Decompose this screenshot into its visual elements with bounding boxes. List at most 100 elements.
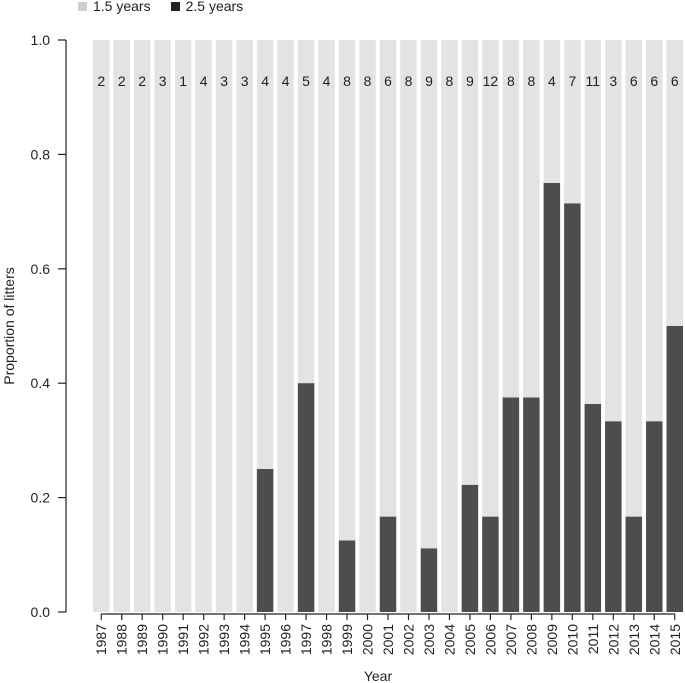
bar-2-5-years <box>461 484 479 612</box>
x-tick-label: 1996 <box>278 624 294 655</box>
y-tick-label: 0.0 <box>31 604 51 620</box>
bar-1-5-years <box>215 40 233 612</box>
y-tick-label: 0.8 <box>31 146 51 162</box>
count-label: 8 <box>527 73 535 89</box>
count-label: 4 <box>323 73 331 89</box>
x-axis-label: Year <box>364 668 393 683</box>
bar-1-5-years <box>359 40 376 612</box>
count-label: 7 <box>568 73 576 89</box>
bar-2-5-years <box>605 421 622 612</box>
x-tick-label: 2001 <box>380 624 396 655</box>
bar-2-5-years <box>543 183 561 612</box>
count-label: 3 <box>220 73 228 89</box>
bar-2-5-years <box>256 469 274 612</box>
count-label: 8 <box>364 73 372 89</box>
x-tick-label: 2014 <box>646 624 662 655</box>
x-tick-label: 2008 <box>523 624 539 655</box>
x-tick-label: 2006 <box>482 624 498 655</box>
count-label: 8 <box>446 73 454 89</box>
bar-1-5-years <box>482 40 499 517</box>
y-tick-label: 0.6 <box>31 261 51 277</box>
count-label: 3 <box>159 73 167 89</box>
x-tick-label: 1998 <box>319 624 335 655</box>
bar-2-5-years <box>564 203 581 612</box>
bar-1-5-years <box>113 40 130 612</box>
x-tick-label: 2012 <box>605 624 621 655</box>
bar-1-5-years <box>236 40 253 612</box>
bar-2-5-years <box>297 383 315 612</box>
bar-2-5-years <box>666 326 683 612</box>
count-label: 9 <box>466 73 474 89</box>
x-tick-label: 2011 <box>585 624 601 654</box>
bar-1-5-years <box>256 40 274 469</box>
count-label: 4 <box>282 73 290 89</box>
bar-2-5-years <box>625 516 643 612</box>
bar-1-5-years <box>564 40 581 204</box>
x-tick-label: 2002 <box>400 624 416 655</box>
bar-2-5-years <box>379 516 397 612</box>
count-label: 6 <box>384 73 392 89</box>
x-tick-label: 1997 <box>298 624 314 655</box>
legend-swatch-dark <box>170 1 180 11</box>
count-label: 8 <box>343 73 351 89</box>
x-tick-label: 1994 <box>237 624 253 655</box>
count-label: 3 <box>609 73 617 89</box>
bar-1-5-years <box>625 40 643 517</box>
bar-1-5-years <box>523 40 540 398</box>
count-label: 2 <box>138 73 146 89</box>
count-label: 6 <box>671 73 679 89</box>
bar-1-5-years <box>441 40 458 612</box>
bar-2-5-years <box>523 397 540 612</box>
bar-1-5-years <box>318 40 335 612</box>
x-tick-label: 2004 <box>441 624 457 655</box>
x-tick-label: 1988 <box>114 624 130 655</box>
legend-label: 1.5 years <box>93 0 151 14</box>
bar-1-5-years <box>93 40 110 612</box>
x-tick-label: 2009 <box>544 624 560 655</box>
bar-2-5-years <box>338 540 356 612</box>
count-label: 8 <box>405 73 413 89</box>
legend-label: 2.5 years <box>185 0 244 14</box>
bar-1-5-years <box>174 40 192 612</box>
bar-2-5-years <box>646 421 663 612</box>
bar-1-5-years <box>666 40 683 326</box>
count-label: 5 <box>302 73 310 89</box>
bar-1-5-years <box>461 40 479 485</box>
count-label: 4 <box>261 73 269 89</box>
count-label: 2 <box>97 73 105 89</box>
x-tick-label: 1990 <box>155 624 171 655</box>
bar-2-5-years <box>420 548 438 612</box>
x-tick-label: 1989 <box>134 624 150 655</box>
x-tick-label: 1995 <box>257 624 273 655</box>
count-label: 11 <box>586 73 601 89</box>
x-tick-label: 1999 <box>339 624 355 655</box>
bar-2-5-years <box>482 516 499 612</box>
legend-swatch-light <box>78 1 87 11</box>
legend-item-1-5-years: 1.5 years <box>78 0 151 14</box>
bar-2-5-years <box>584 404 602 612</box>
y-axis-label: Proportion of litters <box>1 267 17 385</box>
bar-1-5-years <box>277 40 294 612</box>
bar-1-5-years <box>420 40 438 549</box>
bar-1-5-years <box>502 40 520 398</box>
bar-1-5-years <box>646 40 663 422</box>
bar-1-5-years <box>584 40 602 405</box>
y-tick-label: 1.0 <box>31 32 51 48</box>
bar-1-5-years <box>543 40 561 183</box>
x-tick-label: 2000 <box>360 624 376 655</box>
bar-1-5-years <box>195 40 212 612</box>
x-tick-label: 2003 <box>421 624 437 655</box>
count-label: 6 <box>650 73 658 89</box>
bar-2-5-years <box>502 397 520 612</box>
x-tick-label: 1987 <box>93 624 109 655</box>
x-tick-label: 1992 <box>196 624 212 655</box>
bar-1-5-years <box>379 40 397 517</box>
bar-1-5-years <box>154 40 171 612</box>
count-label: 1 <box>179 73 187 89</box>
x-tick-label: 1993 <box>216 624 232 655</box>
x-tick-label: 2015 <box>667 624 683 655</box>
y-tick-label: 0.4 <box>31 375 51 391</box>
count-label: 6 <box>630 73 638 89</box>
x-tick-label: 2005 <box>462 624 478 655</box>
